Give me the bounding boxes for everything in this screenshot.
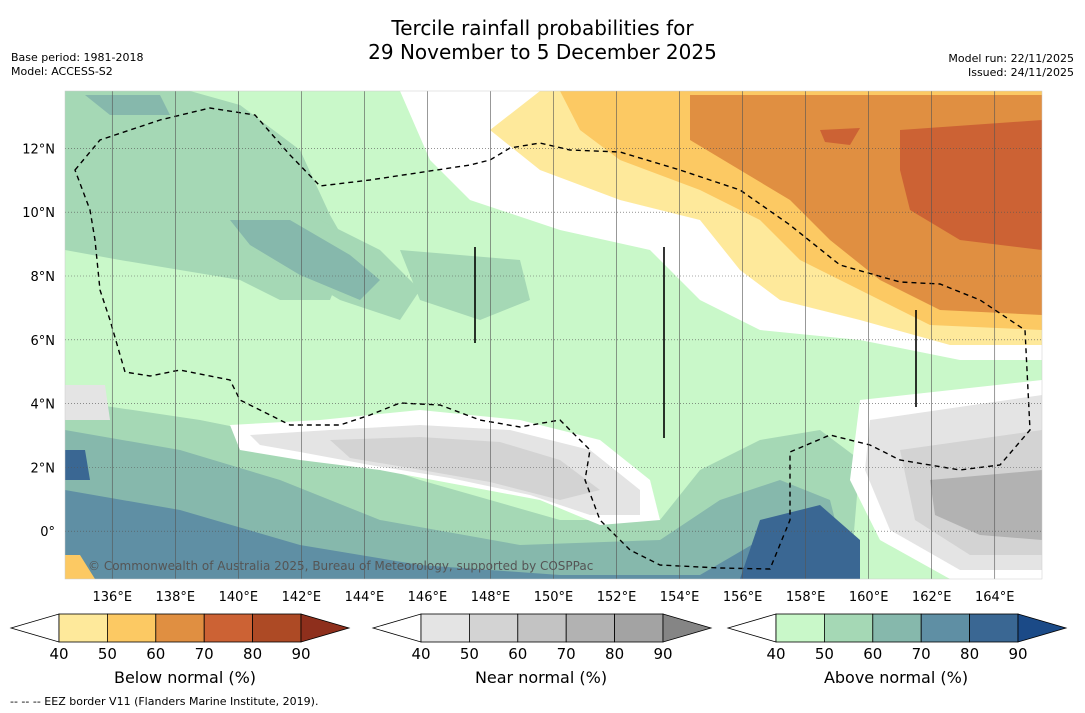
- above-normal-label: Above normal (%): [823, 668, 969, 687]
- near-normal-label: Near normal (%): [474, 668, 608, 687]
- above-normal-70-nw-top: [85, 95, 170, 115]
- map-title-line1: Tercile rainfall probabilities for: [391, 16, 694, 40]
- colorbar-tick-label: 60: [146, 645, 165, 663]
- colorbar-tick-label: 80: [605, 645, 624, 663]
- colorbar-segment: [155, 613, 205, 643]
- eez-footnote: -- -- -- EEZ border V11 (Flanders Marine…: [10, 695, 319, 708]
- above-normal-80-southeast: [740, 505, 860, 579]
- colorbar-segment: [468, 613, 519, 643]
- colorbar-segment: [252, 613, 302, 643]
- colorbar-tick-label: 60: [863, 645, 882, 663]
- model-name: Model: ACCESS-S2: [11, 65, 113, 78]
- latitude-tick-label: 4°N: [31, 398, 56, 413]
- colorbar-segment: [565, 613, 616, 643]
- colorbar-segment: [920, 613, 971, 643]
- latitude-tick-label: 6°N: [31, 334, 56, 349]
- colorbar-segment: [969, 613, 1019, 643]
- latitude-tick-label: 0°: [40, 525, 55, 540]
- near-normal-60: [330, 437, 600, 500]
- colorbar-segment: [824, 613, 874, 643]
- longitude-tick-label: 136°E: [93, 590, 133, 605]
- above-normal-70-south: [65, 490, 850, 579]
- colorbar-low-extension: [726, 613, 777, 643]
- probability-fields: © Commonwealth of Australia 2025, Bureau…: [65, 91, 1042, 579]
- below-normal-60-sw: [65, 555, 95, 579]
- colorbar-segment: [420, 613, 470, 643]
- colorbar-tick-label: 70: [912, 645, 931, 663]
- latitude-tick-label: 8°N: [31, 270, 56, 285]
- colorbar-tick-label: 50: [815, 645, 834, 663]
- colorbar-tick-label: 70: [557, 645, 576, 663]
- latitude-labels: 12°N 10°N 8°N 6°N 4°N 2°N 0°: [22, 142, 55, 540]
- gridlines: [65, 91, 1042, 579]
- longitude-tick-label: 148°E: [471, 590, 511, 605]
- longitude-tick-label: 138°E: [156, 590, 196, 605]
- longitude-tick-label: 156°E: [723, 590, 763, 605]
- longitude-tick-label: 164°E: [975, 590, 1015, 605]
- colorbar-segment: [203, 613, 253, 643]
- base-period: Base period: 1981-2018: [11, 51, 144, 64]
- longitude-tick-label: 162°E: [912, 590, 952, 605]
- above-normal-50-east: [400, 250, 530, 320]
- colorbar-tick-label: 80: [243, 645, 262, 663]
- colorbar-tick-label: 50: [460, 645, 479, 663]
- below-normal-80: [900, 120, 1042, 250]
- colorbar-tick-label: 90: [653, 645, 672, 663]
- model-run: Model run: 22/11/2025: [948, 52, 1074, 65]
- longitude-tick-label: 150°E: [534, 590, 574, 605]
- colorbar-segment: [517, 613, 567, 643]
- colorbars: 40 50 60 70 80 90 40 50 60 70 80 90 40 50 60 70 80 90: [9, 613, 1068, 663]
- near-normal-70-east: [930, 470, 1042, 540]
- colorbar-low-extension: [371, 613, 422, 643]
- colorbar-segment: [872, 613, 922, 643]
- colorbar-segment: [58, 613, 108, 643]
- longitude-tick-label: 154°E: [660, 590, 700, 605]
- latitude-tick-label: 10°N: [22, 206, 55, 221]
- issued-date: Issued: 24/11/2025: [967, 66, 1074, 79]
- below-normal-80-spot: [820, 128, 860, 145]
- latitude-tick-label: 2°N: [31, 461, 56, 476]
- above-normal-80-west: [65, 450, 90, 480]
- latitude-tick-label: 12°N: [22, 142, 55, 157]
- colorbar-tick-label: 60: [508, 645, 527, 663]
- colorbar-low-extension: [9, 613, 60, 643]
- colorbar-segment: [775, 613, 825, 643]
- near-normal-50-west: [65, 385, 110, 420]
- map-frame: [64, 90, 1043, 580]
- below-normal-label: Below normal (%): [113, 668, 257, 687]
- colorbar-tick-label: 40: [411, 645, 430, 663]
- longitude-tick-label: 140°E: [219, 590, 259, 605]
- longitude-tick-label: 158°E: [786, 590, 826, 605]
- longitude-labels: 136°E 138°E 140°E 142°E 144°E 146°E 148°E 150°E…: [93, 590, 1015, 605]
- colorbar-segment: [107, 613, 157, 643]
- colorbar-tick-label: 40: [49, 645, 68, 663]
- colorbar-high-extension: [300, 613, 351, 643]
- copyright-text: © Commonwealth of Australia 2025, Bureau…: [88, 559, 593, 573]
- colorbar-high-extension: [1017, 613, 1068, 643]
- colorbar-high-extension: [662, 613, 713, 643]
- longitude-tick-label: 152°E: [597, 590, 637, 605]
- colorbar-tick-label: 50: [98, 645, 117, 663]
- longitude-tick-label: 144°E: [345, 590, 385, 605]
- longitude-tick-label: 142°E: [282, 590, 322, 605]
- map-title-line2: 29 November to 5 December 2025: [368, 40, 717, 64]
- colorbar-tick-label: 90: [291, 645, 310, 663]
- longitude-tick-label: 146°E: [408, 590, 448, 605]
- longitude-tick-label: 160°E: [849, 590, 889, 605]
- colorbar-tick-label: 90: [1008, 645, 1027, 663]
- colorbar-tick-label: 80: [960, 645, 979, 663]
- colorbar-tick-label: 40: [766, 645, 785, 663]
- above-normal-70-center: [230, 220, 380, 300]
- colorbar-tick-label: 70: [195, 645, 214, 663]
- colorbar-segment: [614, 613, 664, 643]
